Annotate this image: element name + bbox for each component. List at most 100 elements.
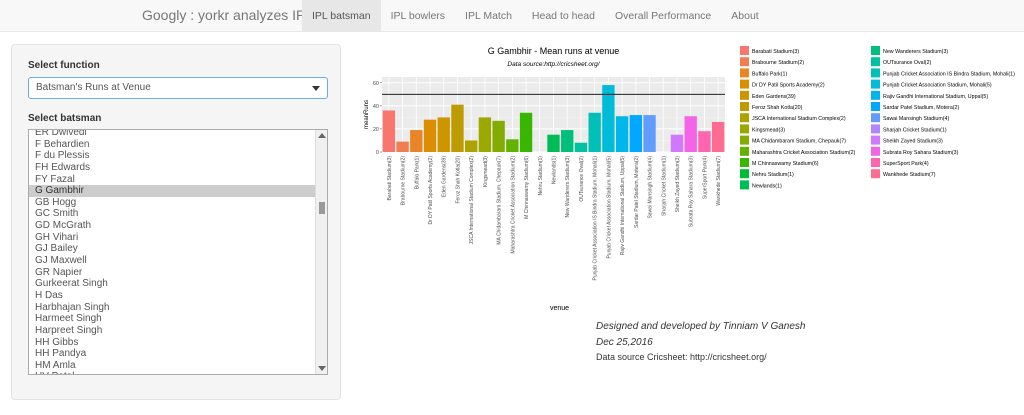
legend-key xyxy=(871,135,880,145)
batsman-option[interactable]: F du Plessis xyxy=(35,150,90,162)
bar xyxy=(588,112,601,152)
tab-about[interactable]: About xyxy=(731,10,759,22)
legend-label: Wankhede Stadium(7) xyxy=(883,172,936,178)
legend-label: Rajiv Gandhi International Stadium, Uppa… xyxy=(883,94,988,100)
batsman-option[interactable]: FH Edwards xyxy=(35,161,91,173)
app-brand[interactable]: Googly : yorkr analyzes IPL! xyxy=(142,7,318,23)
batsman-option[interactable]: Harpreet Singh xyxy=(35,324,103,336)
batsman-option[interactable]: HH Pandya xyxy=(35,348,87,360)
x-tick-label: Feroz Shah Kotla(20) xyxy=(455,156,461,204)
chart-svg: G Gambhir - Mean runs at venue Data sourc… xyxy=(364,46,1015,312)
bar xyxy=(492,120,505,152)
batsman-list: ER Dwivedi F Behardien F du Plessis FH Edwa… xyxy=(29,129,315,374)
bar xyxy=(561,130,574,152)
legend-key xyxy=(871,68,880,78)
legend-label: Buffalo Park(1) xyxy=(752,71,787,77)
batsman-option[interactable]: F Behardien xyxy=(35,138,90,150)
legend-key xyxy=(740,124,749,134)
bar xyxy=(519,112,533,152)
batsman-option[interactable]: HV Patel xyxy=(29,371,315,374)
tab-ipl-match[interactable]: IPL Match xyxy=(465,10,512,22)
data-source-credit: Data source Cricsheet: http://cricsheet.… xyxy=(596,352,767,362)
function-select[interactable]: Batsman's Runs at Venue xyxy=(28,77,328,99)
tab-overall-performance[interactable]: Overall Performance xyxy=(614,10,712,22)
listbox-scrollbar[interactable] xyxy=(315,130,327,374)
legend-label: Barabati Stadium(3) xyxy=(752,49,799,55)
batsman-option[interactable]: GJ Maxwell xyxy=(35,255,87,267)
y-axis-label: meanRuns xyxy=(364,100,370,129)
x-tick-label: New Wanderers Stadium(3) xyxy=(565,156,571,218)
batsman-option[interactable]: GJ Bailey xyxy=(35,243,78,255)
legend-key xyxy=(871,124,880,134)
legend-key xyxy=(740,146,749,156)
tab-ipl-batsman[interactable]: IPL batsman xyxy=(302,0,381,32)
scroll-down-icon[interactable] xyxy=(318,366,326,371)
x-tick-label: Brabourne Stadium(2) xyxy=(401,156,407,206)
batsman-option[interactable]: Gurkeerat Singh xyxy=(35,278,108,290)
scroll-up-icon[interactable] xyxy=(318,133,326,138)
legend-key xyxy=(740,135,749,145)
legend-key xyxy=(740,57,749,67)
x-tick-label: Dr DY Patil Sports Academy(2) xyxy=(428,156,434,225)
y-tick-label: 0 xyxy=(376,150,379,156)
batsman-option[interactable]: Harbhajan Singh xyxy=(35,301,110,313)
x-tick-label: Eden Gardens(39) xyxy=(442,156,448,197)
legend-label: JSCA International Stadium Complex(2) xyxy=(752,116,846,122)
x-tick-label: Punjab Cricket Association Stadium, Moha… xyxy=(606,156,612,259)
y-tick-label: 60 xyxy=(373,81,379,87)
x-tick-label: JSCA International Stadium Complex(2) xyxy=(469,156,475,245)
batsman-option[interactable]: GC Smith xyxy=(35,208,79,220)
legend-key xyxy=(871,102,880,111)
legend-key xyxy=(740,113,749,123)
credit-date: Dec 25,2016 xyxy=(596,337,653,348)
batsman-option[interactable]: ER Dwivedi xyxy=(35,129,87,138)
batsman-option[interactable]: HH Gibbs xyxy=(35,336,79,348)
function-select-value: Batsman's Runs at Venue xyxy=(36,82,151,93)
batsman-listbox[interactable]: ER Dwivedi F Behardien F du Plessis FH Edwa… xyxy=(28,129,328,375)
chart-title: G Gambhir - Mean runs at venue xyxy=(488,46,620,56)
x-tick-label: Punjab Cricket Association IS Bindra Sta… xyxy=(593,156,599,281)
batsman-option[interactable]: GD McGrath xyxy=(35,220,92,232)
legend-label: MA Chidambaram Stadium, Chepauk(7) xyxy=(752,139,846,145)
x-tick-label: Nehru Stadium(1) xyxy=(538,156,544,196)
legend-key xyxy=(740,79,749,89)
legend-key xyxy=(871,46,880,55)
legend-label: New Wanderers Stadium(3) xyxy=(883,49,948,55)
batsman-option[interactable]: H Das xyxy=(35,289,63,301)
scroll-thumb[interactable] xyxy=(319,202,325,214)
legend-label: Kingsmead(3) xyxy=(752,127,785,133)
legend-label: OUTsurance Oval(2) xyxy=(883,60,932,66)
legend-label: Sawai Mansingh Stadium(4) xyxy=(883,116,949,122)
bar xyxy=(451,104,464,152)
batsman-label: Select batsman xyxy=(28,113,102,124)
tab-head-to-head[interactable]: Head to head xyxy=(531,10,595,22)
batsman-option[interactable]: HM Amla xyxy=(35,359,76,371)
x-tick-label: Rajiv Gandhi International Stadium, Uppa… xyxy=(620,156,626,256)
legend-label: Maharashtra Cricket Association Stadium(… xyxy=(752,150,856,156)
legend-key xyxy=(871,79,880,89)
x-tick-label: Buffalo Park(1) xyxy=(414,156,420,190)
bar xyxy=(643,115,656,152)
bar xyxy=(437,117,450,152)
legend-key xyxy=(871,57,880,67)
legend-label: Sardar Patel Stadium, Motera(2) xyxy=(883,105,959,111)
legend-label: Subrata Roy Sahara Stadium(3) xyxy=(883,150,959,156)
batsman-option[interactable]: Harmeet Singh xyxy=(35,313,102,325)
batsman-option[interactable]: GB Hogg xyxy=(35,196,77,208)
x-tick-label: Newlands(1) xyxy=(552,156,558,184)
batsman-option[interactable]: FY Fazal xyxy=(35,173,75,185)
legend-key xyxy=(871,146,880,156)
bar xyxy=(615,116,629,152)
legend-key xyxy=(740,68,749,78)
x-tick-label: Maharashtra Cricket Association Stadium(… xyxy=(510,156,516,254)
legend-key xyxy=(740,90,749,100)
tab-ipl-bowlers[interactable]: IPL bowlers xyxy=(390,10,446,22)
batsman-option[interactable]: GH Vihari xyxy=(35,231,79,243)
legend-label: Sheikh Zayed Stadium(3) xyxy=(883,139,943,145)
legend-label: Punjab Cricket Association IS Bindra Sta… xyxy=(883,71,1015,77)
bar xyxy=(396,141,409,152)
batsman-option[interactable]: G Gambhir xyxy=(29,185,315,197)
bar xyxy=(478,117,492,152)
bar xyxy=(574,142,588,152)
batsman-option[interactable]: GR Napier xyxy=(35,266,83,278)
